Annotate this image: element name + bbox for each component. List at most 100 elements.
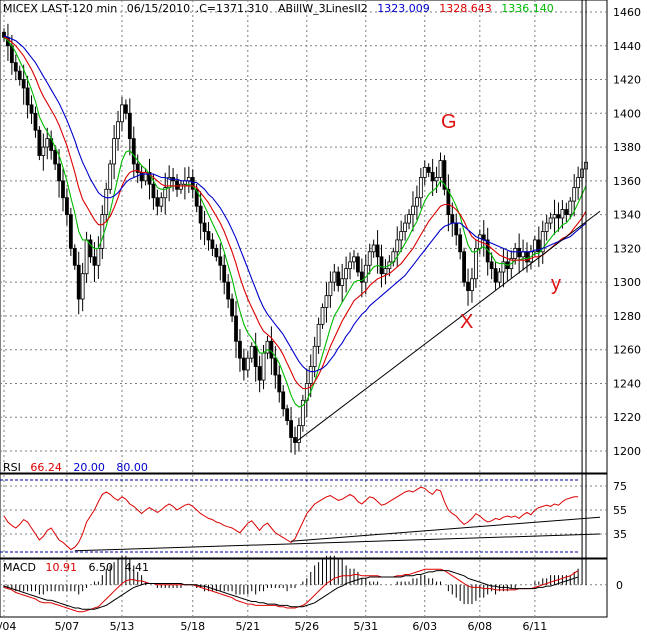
candle-body [356, 256, 360, 273]
rsi-header: RSI 66.24 20.00 80.00 [3, 461, 148, 474]
candle-body [234, 315, 238, 342]
rsi-high: 80.00 [116, 461, 148, 474]
candle-body [25, 87, 30, 106]
price-tick-label: 1400 [613, 107, 641, 120]
candle-body [383, 268, 388, 275]
header-study: ABillW_3LinesII2 [278, 2, 368, 15]
candle-body [532, 239, 537, 253]
header-ma-mid: 1328.643 [439, 2, 492, 15]
candle-body [76, 264, 81, 300]
rsi-label: RSI [3, 461, 21, 474]
candle-body [568, 200, 573, 216]
candle-body [29, 104, 34, 114]
candle-body [80, 273, 85, 300]
candle-body [352, 256, 356, 263]
candle-body [501, 261, 506, 273]
rsi-tick-label: 75 [613, 480, 627, 493]
time-tick-label: 6/03 [412, 620, 437, 633]
candle-body [194, 188, 199, 207]
candle-body [418, 177, 423, 199]
candle-body [536, 239, 541, 253]
candle-body [53, 150, 58, 165]
candle-body [556, 214, 561, 219]
candle-body [407, 214, 411, 224]
candle-body [92, 256, 97, 266]
candle-body [544, 222, 549, 232]
candle-body [175, 180, 179, 190]
candle-body [521, 251, 525, 258]
time-tick-label: 5/18 [180, 620, 205, 633]
candle-body [489, 261, 494, 270]
candle-body [446, 188, 451, 216]
price-tick-label: 1260 [613, 344, 641, 357]
candle-body [147, 172, 152, 185]
candle-body [210, 239, 215, 249]
candle-body [57, 163, 61, 182]
annotation-g: G [441, 111, 457, 133]
time-tick-label: 6/11 [523, 620, 548, 633]
price-tick-label: 1340 [613, 209, 641, 222]
candle-body [65, 197, 69, 216]
candle-body [190, 177, 195, 190]
candle-body [257, 366, 262, 381]
candle-body [434, 177, 439, 182]
candle-body [359, 271, 364, 283]
candle-body [415, 197, 419, 207]
axis-layer: 1200 1220 1240 1260 1280 1300 1320 1340 1360 1380… [0, 6, 641, 633]
header-date: 06/15/2010 [127, 2, 190, 15]
price-tick-label: 1380 [613, 141, 641, 154]
candle-body [33, 112, 38, 131]
candle-body [371, 244, 376, 253]
price-tick-label: 1420 [613, 74, 641, 87]
candle-body [564, 209, 569, 216]
price-layer [2, 23, 601, 455]
macd-v3: 4.41 [124, 561, 149, 574]
candle-body [379, 256, 384, 275]
time-tick-label: 5/21 [235, 620, 260, 633]
chart-frame [0, 0, 608, 618]
candle-body [462, 251, 466, 283]
candle-body [265, 340, 270, 354]
candle-body [572, 187, 577, 202]
candle-body [72, 247, 77, 266]
candle-body [112, 138, 117, 165]
candle-body [21, 79, 26, 89]
candle-body [438, 160, 443, 178]
candle-body [363, 264, 368, 283]
candle-body [159, 197, 164, 207]
candle-body [548, 217, 553, 224]
candle-body [151, 183, 156, 199]
candle-body [104, 188, 109, 216]
candle-body [466, 281, 470, 291]
candle-body [560, 209, 565, 219]
candle-body [17, 70, 22, 80]
candle-body [273, 357, 278, 376]
candle-body [312, 345, 317, 367]
candle-body [375, 244, 380, 258]
time-tick-label: 5/26 [294, 620, 319, 633]
candle-body [328, 281, 333, 297]
macd-v2: 6.50 [88, 561, 113, 574]
candle-body [395, 239, 400, 253]
candle-body [324, 295, 329, 308]
candle-body [316, 323, 321, 347]
time-tick-label: 6/08 [467, 620, 492, 633]
price-tick-label: 1460 [613, 6, 641, 19]
rsi-value: 66.24 [30, 461, 62, 474]
ma-mid-line [3, 36, 587, 390]
candle-body [202, 222, 207, 232]
candle-body [218, 256, 223, 266]
candle-body [245, 357, 250, 371]
trendline [294, 210, 601, 443]
rsi-line [3, 486, 579, 551]
candle-body [198, 205, 203, 224]
candle-body [230, 298, 234, 317]
candle-body [403, 222, 408, 232]
rsi-trendline-upper [291, 516, 601, 542]
candle-body [277, 374, 282, 393]
candle-body [497, 271, 502, 283]
header-close: .C=1371.310 [196, 2, 269, 15]
candle-body [473, 247, 478, 280]
price-tick-label: 1440 [613, 40, 641, 53]
candle-body [450, 214, 455, 224]
